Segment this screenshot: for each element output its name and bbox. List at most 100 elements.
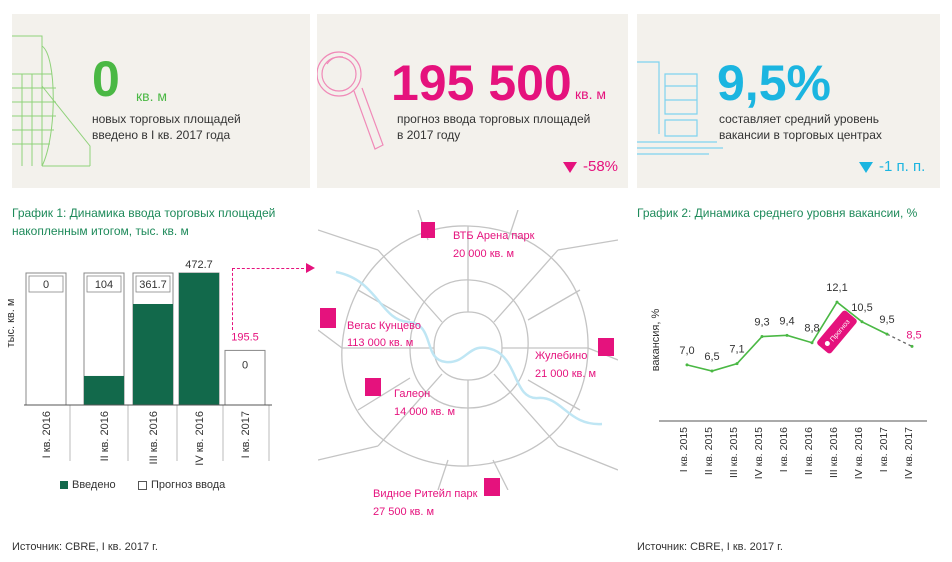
x-tick-label: IV кв. 2016 <box>194 411 206 466</box>
x-tick-label: I кв. 2015 <box>678 427 690 472</box>
kpi-desc-line1: прогноз ввода торговых площадей <box>397 112 591 126</box>
chart2-source: Источник: CBRE, I кв. 2017 г. <box>637 541 783 553</box>
kpi-card-new-space: 0 кв. м новых торговых площадей введено … <box>12 14 310 188</box>
x-tick-label: III кв. 2016 <box>148 411 160 464</box>
mall-icon <box>484 478 500 496</box>
data-label-box <box>135 275 171 293</box>
chart1-svg: тыс. кв. м 0 I кв. 2016 104 II кв. 2016 361.7… <box>5 259 272 466</box>
bar-built <box>179 273 219 405</box>
mall-icon <box>365 378 381 396</box>
x-tick-label: I кв. 2017 <box>878 427 890 472</box>
data-point <box>885 332 889 336</box>
kpi-desc-line2: в 2017 году <box>397 128 461 142</box>
x-tick-label: IV кв. 2017 <box>903 427 915 479</box>
kpi-unit: кв. м <box>136 88 167 104</box>
data-label: 9,5 <box>879 314 894 326</box>
moskva-river <box>335 270 603 426</box>
kpi-desc-line2: вакансии в торговых центрах <box>719 128 882 142</box>
data-point <box>810 341 814 345</box>
forecast-line <box>886 333 913 347</box>
data-label: 7,0 <box>679 345 694 357</box>
data-label: 0 <box>242 359 248 371</box>
kpi-desc-line1: составляет средний уровень <box>719 112 880 126</box>
x-tick-label: II кв. 2016 <box>99 411 111 461</box>
bar-built <box>84 375 124 405</box>
kpi-unit: кв. м <box>575 86 606 102</box>
down-triangle-icon <box>563 162 577 173</box>
data-label: 10,5 <box>851 302 872 314</box>
x-tick-label: I кв. 2016 <box>41 411 53 458</box>
building-outline-icon <box>12 35 91 167</box>
data-label: 12,1 <box>826 282 847 294</box>
data-point <box>760 335 764 339</box>
map-arrow-line <box>232 268 304 269</box>
x-tick-label: II кв. 2016 <box>803 427 815 475</box>
forecast-tag: Прогноз <box>817 310 857 354</box>
mall-name: ВТБ Арена парк <box>453 230 535 242</box>
legend-built-label: Введено <box>72 479 116 491</box>
mall-area: 21 000 кв. м <box>535 368 597 380</box>
mall-name: Видное Ритейл парк <box>373 488 478 500</box>
data-point <box>735 362 739 366</box>
mall-area: 20 000 кв. м <box>453 248 515 260</box>
data-point <box>860 320 864 324</box>
garden-ring <box>433 311 503 381</box>
legend-forecast-label: Прогноз ввода <box>151 479 226 491</box>
x-tick-label: III кв. 2016 <box>828 427 840 478</box>
shelves-icon <box>637 61 723 155</box>
kpi-card-vacancy: 9,5% составляет средний уровень вакансии… <box>637 14 940 188</box>
kpi-delta: -1 п. п. <box>879 158 926 175</box>
x-tick-label: III кв. 2015 <box>728 427 740 478</box>
mall-name: Жулебино <box>535 350 588 362</box>
chart1-title-line2: накопленным итогом, тыс. кв. м <box>12 224 189 238</box>
data-label: 361.7 <box>139 279 167 291</box>
data-label: 8,8 <box>804 323 819 335</box>
bar-built <box>133 303 173 405</box>
mall-area: 14 000 кв. м <box>394 406 456 418</box>
map-arrow-head <box>306 263 315 273</box>
forecast-tag-hole <box>824 340 830 346</box>
chart1-title-line1: График 1: Динамика ввода торговых площад… <box>12 206 276 220</box>
mall-icon <box>320 308 336 328</box>
y-axis-label: вакансия, % <box>650 308 662 371</box>
chart2-title: График 2: Динамика среднего уровня вакан… <box>637 206 918 220</box>
mall-area: 113 000 кв. м <box>347 337 414 349</box>
data-point <box>835 300 839 304</box>
kpi-card-forecast: 195 500 кв. м прогноз ввода торговых пло… <box>317 14 628 188</box>
chart2-svg: вакансия, % 7,0 I кв. 2015 6,5 II кв. 2015 7,… <box>650 282 927 479</box>
data-point <box>910 344 914 348</box>
kpi-desc-line1: новых торговых площадей <box>92 112 241 126</box>
data-label: 6,5 <box>704 351 719 363</box>
forecast-label: 195.5 <box>231 331 259 343</box>
data-point <box>685 363 689 367</box>
mall-name: Вегас Кунцево <box>347 320 422 332</box>
data-label: 9,4 <box>779 315 794 327</box>
mall-area: 27 500 кв. м <box>373 506 435 518</box>
bar-outline <box>25 272 67 406</box>
data-label-box <box>86 275 122 293</box>
chart1-source: Источник: CBRE, I кв. 2017 г. <box>12 541 158 553</box>
kpi-value: 0 <box>92 51 120 107</box>
kpi-value: 195 500 <box>391 55 572 111</box>
data-label: 9,3 <box>754 317 769 329</box>
kpi-delta: -58% <box>583 158 619 175</box>
data-label-box <box>28 275 64 293</box>
x-tick-label: IV кв. 2015 <box>753 427 765 479</box>
x-tick-label: II кв. 2015 <box>703 427 715 475</box>
x-tick-label: IV кв. 2016 <box>853 427 865 479</box>
magnifier-icon <box>317 51 384 150</box>
data-label: 7,1 <box>729 344 744 356</box>
data-point <box>710 369 714 373</box>
mall-icon <box>598 338 614 356</box>
mall-icon <box>421 222 435 238</box>
data-label: 0 <box>43 279 49 291</box>
legend-built-swatch <box>60 481 68 489</box>
x-tick-label: I кв. 2017 <box>240 411 252 458</box>
data-label: 8,5 <box>906 329 921 341</box>
data-label: 104 <box>95 279 113 291</box>
kpi-value: 9,5% <box>717 55 831 111</box>
mall-name: Галеон <box>394 388 431 400</box>
data-point <box>785 333 789 337</box>
x-tick-label: I кв. 2016 <box>778 427 790 472</box>
data-label: 472.7 <box>185 259 213 271</box>
